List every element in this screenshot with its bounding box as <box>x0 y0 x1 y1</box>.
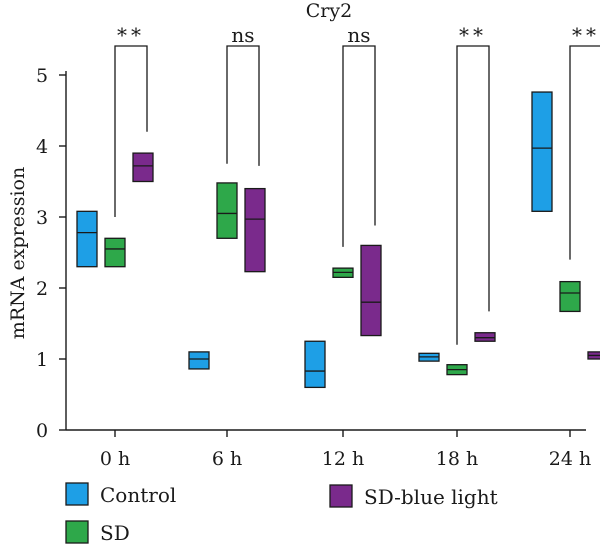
legend: Control SD SD-blue light <box>65 482 498 545</box>
box-1-1 <box>216 182 238 239</box>
x-tick-label-2: 12 h <box>322 448 364 470</box>
significance-label-1: ns <box>231 23 254 47</box>
legend-swatch-0 <box>65 482 89 506</box>
y-tick-label-5: 5 <box>36 65 48 87</box>
box-1-0 <box>104 237 126 268</box>
significance-label-0: ** <box>117 23 145 47</box>
legend-label-2: SD-blue light <box>364 485 498 509</box>
legend-label-1: SD <box>100 521 130 545</box>
box-2-1 <box>244 187 266 273</box>
box-2-0 <box>132 152 154 183</box>
x-tick-label-4: 24 h <box>549 448 591 470</box>
significance-label-2: ns <box>347 23 370 47</box>
chart-title: Cry2 <box>306 0 352 22</box>
y-axis-label: mRNA expression <box>7 167 29 339</box>
y-tick-label-4: 4 <box>36 136 48 158</box>
box-1-4 <box>559 280 581 313</box>
y-tick-label-0: 0 <box>36 420 48 442</box>
significance-label-4: ** <box>572 23 600 47</box>
bracket-2 <box>342 45 376 247</box>
boxes <box>76 91 600 389</box>
x-tick-label-3: 18 h <box>436 448 478 470</box>
significance-label-3: ** <box>459 23 487 47</box>
y-tick-label-1: 1 <box>36 349 48 371</box>
y-tick-label-2: 2 <box>36 278 48 300</box>
box-0-1 <box>188 351 210 370</box>
x-tick-label-1: 6 h <box>212 448 242 470</box>
bracket-4 <box>569 45 600 260</box>
bracket-1 <box>226 45 260 166</box>
significance-brackets: ** ns ns ** ** <box>114 23 600 345</box>
box-2-2 <box>360 244 382 337</box>
legend-swatch-1 <box>65 520 89 544</box>
x-tick-label-0: 0 h <box>100 448 130 470</box>
box-0-0 <box>76 210 98 268</box>
box-0-4 <box>531 91 553 212</box>
legend-label-0: Control <box>100 483 176 507</box>
box-0-2 <box>304 340 326 389</box>
box-2-3 <box>474 332 496 342</box>
bracket-0 <box>114 45 148 217</box>
bracket-3 <box>456 45 490 345</box>
y-tick-label-3: 3 <box>36 207 48 229</box>
axes: 0 1 2 3 4 5 0 h 6 h 12 h 18 h 24 h <box>36 65 591 470</box>
legend-swatch-2 <box>329 484 353 508</box>
